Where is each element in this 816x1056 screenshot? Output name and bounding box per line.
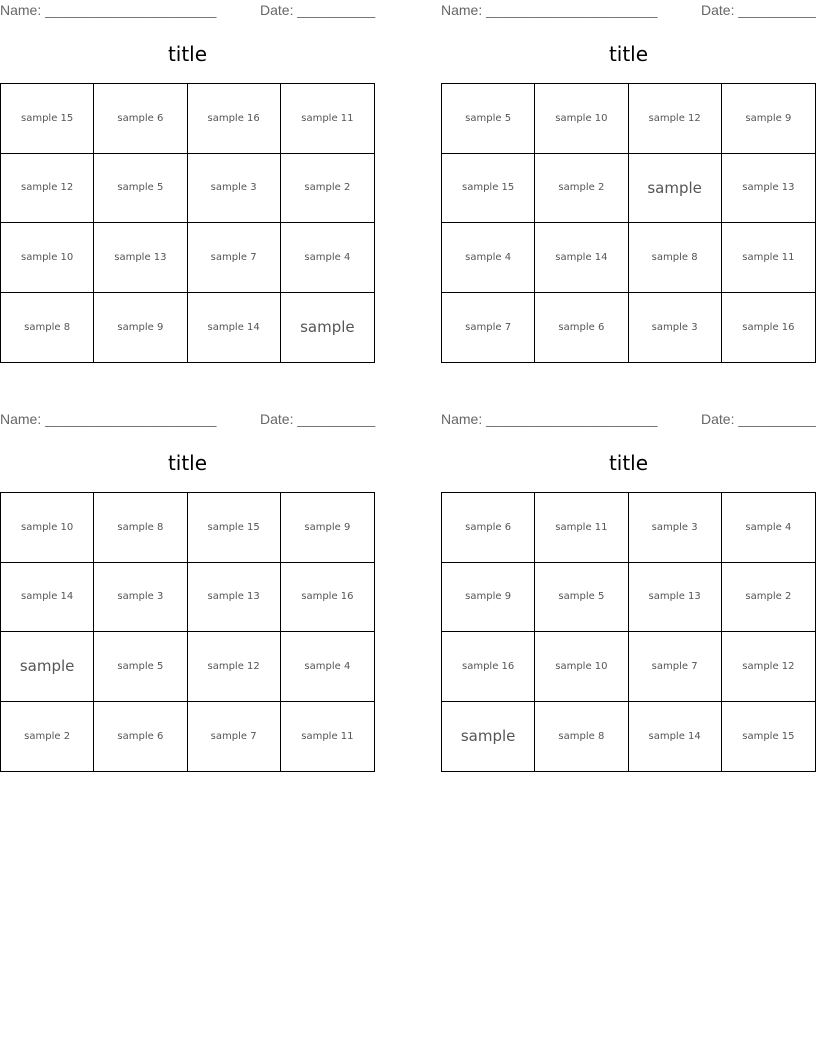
bingo-cell: sample 15 [742, 730, 795, 742]
bingo-cell: sample 13 [628, 562, 722, 632]
bingo-cell: sample 9 [721, 84, 815, 154]
bingo-cell: sample 9 [442, 562, 536, 632]
bingo-card: Name: ______________________ Date: ______… [441, 409, 816, 773]
bingo-cell: sample 10 [535, 632, 629, 702]
bingo-cell: sample 7 [187, 223, 281, 293]
bingo-cell: sample 3 [94, 562, 188, 632]
bingo-cell: sample 15 [1, 84, 95, 154]
bingo-card: Name: ______________________ Date: ______… [441, 0, 816, 364]
bingo-cell: sample 2 [1, 701, 95, 771]
bingo-cell: sample 16 [442, 632, 536, 702]
bingo-cell: sample 13 [187, 562, 281, 632]
card-title: title [167, 42, 208, 66]
bingo-cell: sample 8 [535, 701, 629, 771]
bingo-cell: sample 9 [280, 493, 374, 563]
bingo-cell: sample 10 [1, 223, 95, 293]
bingo-cell: sample 16 [280, 563, 374, 632]
bingo-cell: sample 8 [1, 292, 95, 362]
bingo-cell: sample 12 [721, 632, 815, 702]
bingo-cell: sample 3 [187, 153, 281, 223]
bingo-cell: sample 5 [442, 84, 536, 154]
bingo-cell: sample 3 [629, 292, 722, 362]
name-date-header: Name: ______________________ Date: ______… [441, 411, 816, 427]
bingo-cell: sample 12 [1, 153, 95, 223]
bingo-grid: sample 15 sample 6 sample 16 sample 11 sampl… [0, 83, 375, 363]
bingo-cell: sample 10 [1, 493, 95, 563]
bingo-cell: sample 11 [535, 493, 629, 563]
bingo-cell: sample 6 [94, 701, 188, 771]
date-field-label: Date: __________ [701, 411, 816, 427]
name-field-label: Name: ______________________ [0, 411, 217, 427]
bingo-cell: sample 4 [721, 493, 815, 563]
bingo-cell: sample 6 [94, 84, 188, 154]
bingo-cell: sample 7 [628, 632, 722, 702]
bingo-cell: sample 10 [535, 84, 629, 154]
bingo-cell: sample 2 [721, 563, 815, 632]
bingo-cell: sample 6 [535, 292, 629, 362]
bingo-grid: sample 6 sample 11 sample 3 sample 4 sample … [441, 492, 816, 772]
bingo-cell: sample 6 [442, 493, 536, 563]
bingo-cell: sample 4 [280, 632, 374, 702]
bingo-cell: sample [442, 701, 536, 771]
bingo-cell: sample 16 [742, 321, 795, 333]
bingo-card: Name: ______________________ Date: ______… [0, 409, 375, 773]
bingo-cell: sample 2 [280, 154, 374, 223]
bingo-grid: sample 10 sample 8 sample 15 sample 9 sample… [0, 492, 375, 772]
bingo-cell: sample 15 [442, 153, 536, 223]
bingo-cell: sample [628, 153, 722, 223]
bingo-cell: sample [1, 632, 95, 702]
bingo-cell: sample 5 [94, 153, 188, 223]
bingo-cell: sample 4 [442, 223, 536, 293]
card-title: title [608, 451, 649, 475]
date-field-label: Date: __________ [260, 411, 376, 427]
name-date-header: Name: ______________________ Date: ______… [0, 411, 380, 427]
bingo-cell: sample 8 [628, 223, 722, 293]
bingo-cell: sample 13 [94, 223, 188, 293]
bingo-cell: sample 11 [721, 223, 815, 293]
bingo-cell: sample 8 [94, 493, 188, 563]
bingo-cell: sample 14 [629, 701, 722, 771]
bingo-cell: sample 11 [301, 730, 354, 742]
name-date-header: Name: ______________________ Date: ______… [441, 2, 816, 18]
bingo-grid: sample 5 sample 10 sample 12 sample 9 sample… [441, 83, 816, 363]
name-field-label: Name: ______________________ [0, 2, 217, 18]
card-title: title [608, 42, 649, 66]
bingo-cell: sample 11 [280, 84, 374, 154]
bingo-cell: sample 13 [721, 154, 815, 223]
bingo-cell: sample 2 [535, 153, 629, 223]
date-field-label: Date: __________ [260, 2, 376, 18]
bingo-cell: sample 7 [188, 701, 281, 771]
bingo-cell: sample 9 [94, 292, 188, 362]
name-field-label: Name: ______________________ [441, 2, 658, 18]
name-field-label: Name: ______________________ [441, 411, 658, 427]
bingo-cell: sample 12 [628, 84, 722, 154]
bingo-cell: sample 5 [535, 562, 629, 632]
card-title: title [167, 451, 208, 475]
bingo-cell: sample 14 [1, 562, 95, 632]
bingo-cell: sample 14 [535, 223, 629, 293]
bingo-cell: sample 12 [187, 632, 281, 702]
bingo-cell: sample 7 [442, 292, 536, 362]
date-field-label: Date: __________ [701, 2, 816, 18]
bingo-cell: sample 4 [280, 223, 374, 293]
bingo-cell: sample 16 [187, 84, 281, 154]
name-date-header: Name: ______________________ Date: ______… [0, 2, 380, 18]
bingo-card: Name: ______________________ Date: ______… [0, 0, 375, 364]
bingo-cell: sample 15 [187, 493, 281, 563]
bingo-cell: sample 5 [94, 632, 188, 702]
bingo-cell: sample [300, 318, 355, 337]
bingo-cell: sample 3 [628, 493, 722, 563]
bingo-cell: sample 14 [188, 292, 281, 362]
